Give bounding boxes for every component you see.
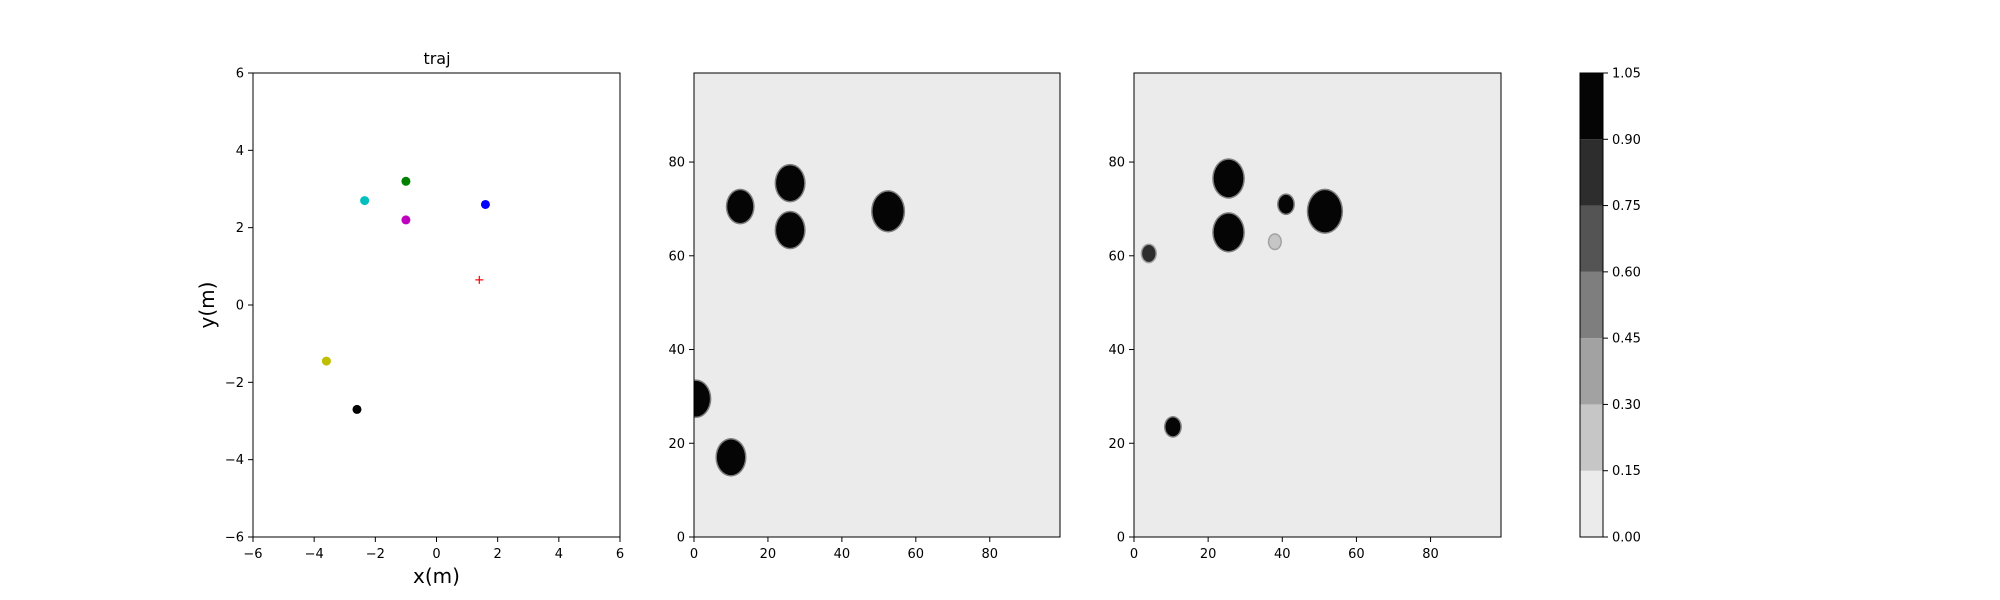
colorbar-frame [1579,72,1604,538]
heatmap-1-y-tick-label: 0 [677,531,685,546]
heatmap-1-x-tick-label: 20 [760,547,777,562]
heatmap-1-x-tick-label: 0 [690,547,698,562]
scatter-y-label: y(m) [195,282,219,329]
scatter-x-tick-label: −2 [366,547,385,562]
scatter-y-tick-label: −4 [225,453,244,468]
heatmap-1-blob [776,212,805,248]
heatmap-1-y-tick-label: 20 [668,437,685,452]
colorbar-tick-label: 0.60 [1612,265,1641,280]
colorbar-tick-label: 1.05 [1612,67,1641,82]
colorbar-band [1580,470,1603,537]
heatmap-1-x-tick-label: 60 [908,547,925,562]
heatmap-2-x-tick-label: 20 [1200,547,1217,562]
colorbar: 0.00 0.15 0.30 0.45 0.60 0.75 0.90 1.05 [1579,67,1641,546]
heatmap-1-x-tick-label: 40 [834,547,851,562]
heatmap-1-y-tick-label: 40 [668,343,685,358]
scatter-x-tick-label: −6 [243,547,262,562]
heatmap-2-blob [1165,417,1181,437]
scatter-plot-area [253,73,620,537]
heatmap-1-frame [693,72,1061,538]
scatter-y-tick-label: 6 [236,67,244,82]
heatmap-1-blob [716,439,746,476]
scatter-point [401,215,411,225]
heatmap-2-y-tick-label: 40 [1108,343,1125,358]
scatter-y-tick-label: 4 [236,144,244,159]
heatmap-2-x-tick-label: 60 [1348,547,1365,562]
scatter-frame [252,72,621,538]
heatmap-2-y-tick-label: 20 [1108,437,1125,452]
colorbar-band [1580,205,1603,272]
heatmap-2-blob [1278,194,1294,214]
colorbar-band [1580,139,1603,206]
heatmap-2-x-tick-label: 80 [1422,547,1439,562]
heatmap-1-blob [872,191,904,231]
scatter-y-tick-label: −2 [225,376,244,391]
heatmap-2-blob [1308,190,1342,233]
heatmap-2-frame [1133,72,1502,538]
heatmap-2-blob [1213,159,1244,198]
colorbar-tick-label: 0.30 [1612,398,1641,413]
scatter-y-tick-label: 0 [236,299,244,314]
scatter-x-label: x(m) [413,564,460,588]
scatter-x-tick-label: 2 [494,547,502,562]
colorbar-tick-label: 0.00 [1612,531,1641,546]
heatmap-2-y-tick-label: 80 [1108,156,1125,171]
colorbar-band [1580,271,1603,339]
scatter-y-tick-label: 2 [236,221,244,236]
heatmap-2-blob [1213,213,1244,252]
heatmap-1-background [694,73,1060,537]
scatter-x-tick-label: 0 [432,547,440,562]
heatmap-2-background [1134,73,1501,537]
scatter-point [352,404,362,414]
colorbar-tick-label: 0.45 [1612,332,1641,347]
scatter-point [321,356,331,366]
heatmap-2-blob [1142,245,1156,262]
heatmap-1-blob [727,190,754,223]
scatter-point [480,199,490,209]
heatmap-1-y-tick-label: 80 [668,156,685,171]
scatter-point [360,196,370,206]
heatmap-panel-2: 0 20 40 60 80 0 20 40 60 80 [1108,72,1502,562]
scatter-point [401,176,411,186]
heatmap-2-y-tick-label: 0 [1117,531,1125,546]
colorbar-band [1580,73,1603,140]
scatter-y-tick-label: −6 [225,531,244,546]
heatmap-1-x-tick-label: 80 [981,547,998,562]
heatmap-2-x-tick-label: 0 [1130,547,1138,562]
colorbar-band [1580,338,1603,405]
heatmap-panel-1: 0 20 40 60 80 0 20 40 60 80 [668,72,1061,562]
scatter-x-tick-label: 4 [555,547,563,562]
heatmap-1-y-tick-label: 60 [668,249,685,264]
heatmap-2-x-tick-label: 40 [1274,547,1291,562]
scatter-point-plus [475,275,484,284]
heatmap-2-blob [1269,234,1281,249]
colorbar-tick-label: 0.75 [1612,199,1641,214]
colorbar-band [1580,404,1603,471]
scatter-x-tick-label: −4 [305,547,324,562]
scatter-panel: traj −6 −4 −2 0 2 4 6 −6 −4 −2 0 2 4 6 x(m) y(m) [195,49,624,588]
heatmap-1-blob [776,165,805,201]
heatmap-2-y-tick-label: 60 [1108,249,1125,264]
scatter-x-tick-label: 6 [616,547,624,562]
scatter-title: traj [423,49,450,68]
colorbar-tick-label: 0.15 [1612,464,1641,479]
colorbar-tick-label: 0.90 [1612,133,1641,148]
heatmap-1-blob [694,380,710,417]
